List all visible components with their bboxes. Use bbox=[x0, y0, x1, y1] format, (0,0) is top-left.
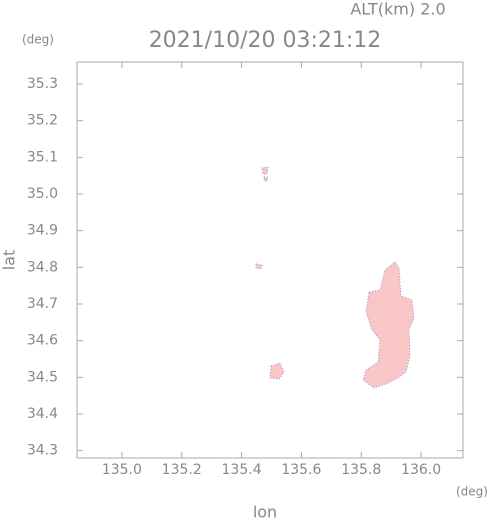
y-tick-label: 34.7 bbox=[27, 296, 58, 312]
x-tick-label: 135.8 bbox=[341, 462, 381, 478]
y-tick-label: 34.4 bbox=[27, 406, 58, 422]
axes bbox=[77, 62, 463, 458]
y-tick-label: 34.3 bbox=[27, 443, 58, 459]
x-unit: (deg) bbox=[456, 485, 488, 499]
echo bbox=[362, 261, 415, 389]
echo bbox=[263, 176, 269, 182]
echo bbox=[261, 166, 269, 175]
y-tick-label: 35.0 bbox=[27, 186, 58, 202]
y-tick-label: 34.5 bbox=[27, 369, 58, 385]
x-axis-label: lon bbox=[253, 503, 277, 522]
echoes bbox=[255, 166, 415, 389]
x-tick-label: 135.6 bbox=[281, 462, 321, 478]
x-tick-label: 136.0 bbox=[401, 462, 441, 478]
altitude-label: ALT(km) 2.0 bbox=[350, 0, 445, 19]
echo bbox=[255, 263, 263, 270]
y-tick-label: 34.8 bbox=[27, 259, 58, 275]
x-tick-label: 135.2 bbox=[162, 462, 202, 478]
y-tick-label: 35.2 bbox=[27, 113, 58, 129]
y-tick-label: 34.6 bbox=[27, 333, 58, 349]
y-tick-label: 34.9 bbox=[27, 223, 58, 239]
chart-title: 2021/10/20 03:21:12 bbox=[149, 28, 382, 53]
plot-frame bbox=[76, 61, 464, 459]
x-tick-label: 135.0 bbox=[102, 462, 142, 478]
y-axis-label: lat bbox=[0, 250, 19, 271]
x-tick-label: 135.4 bbox=[222, 462, 262, 478]
y-unit: (deg) bbox=[22, 33, 54, 47]
y-tick-label: 35.3 bbox=[27, 76, 58, 92]
y-tick-label: 35.1 bbox=[27, 149, 58, 165]
echo bbox=[269, 362, 285, 380]
